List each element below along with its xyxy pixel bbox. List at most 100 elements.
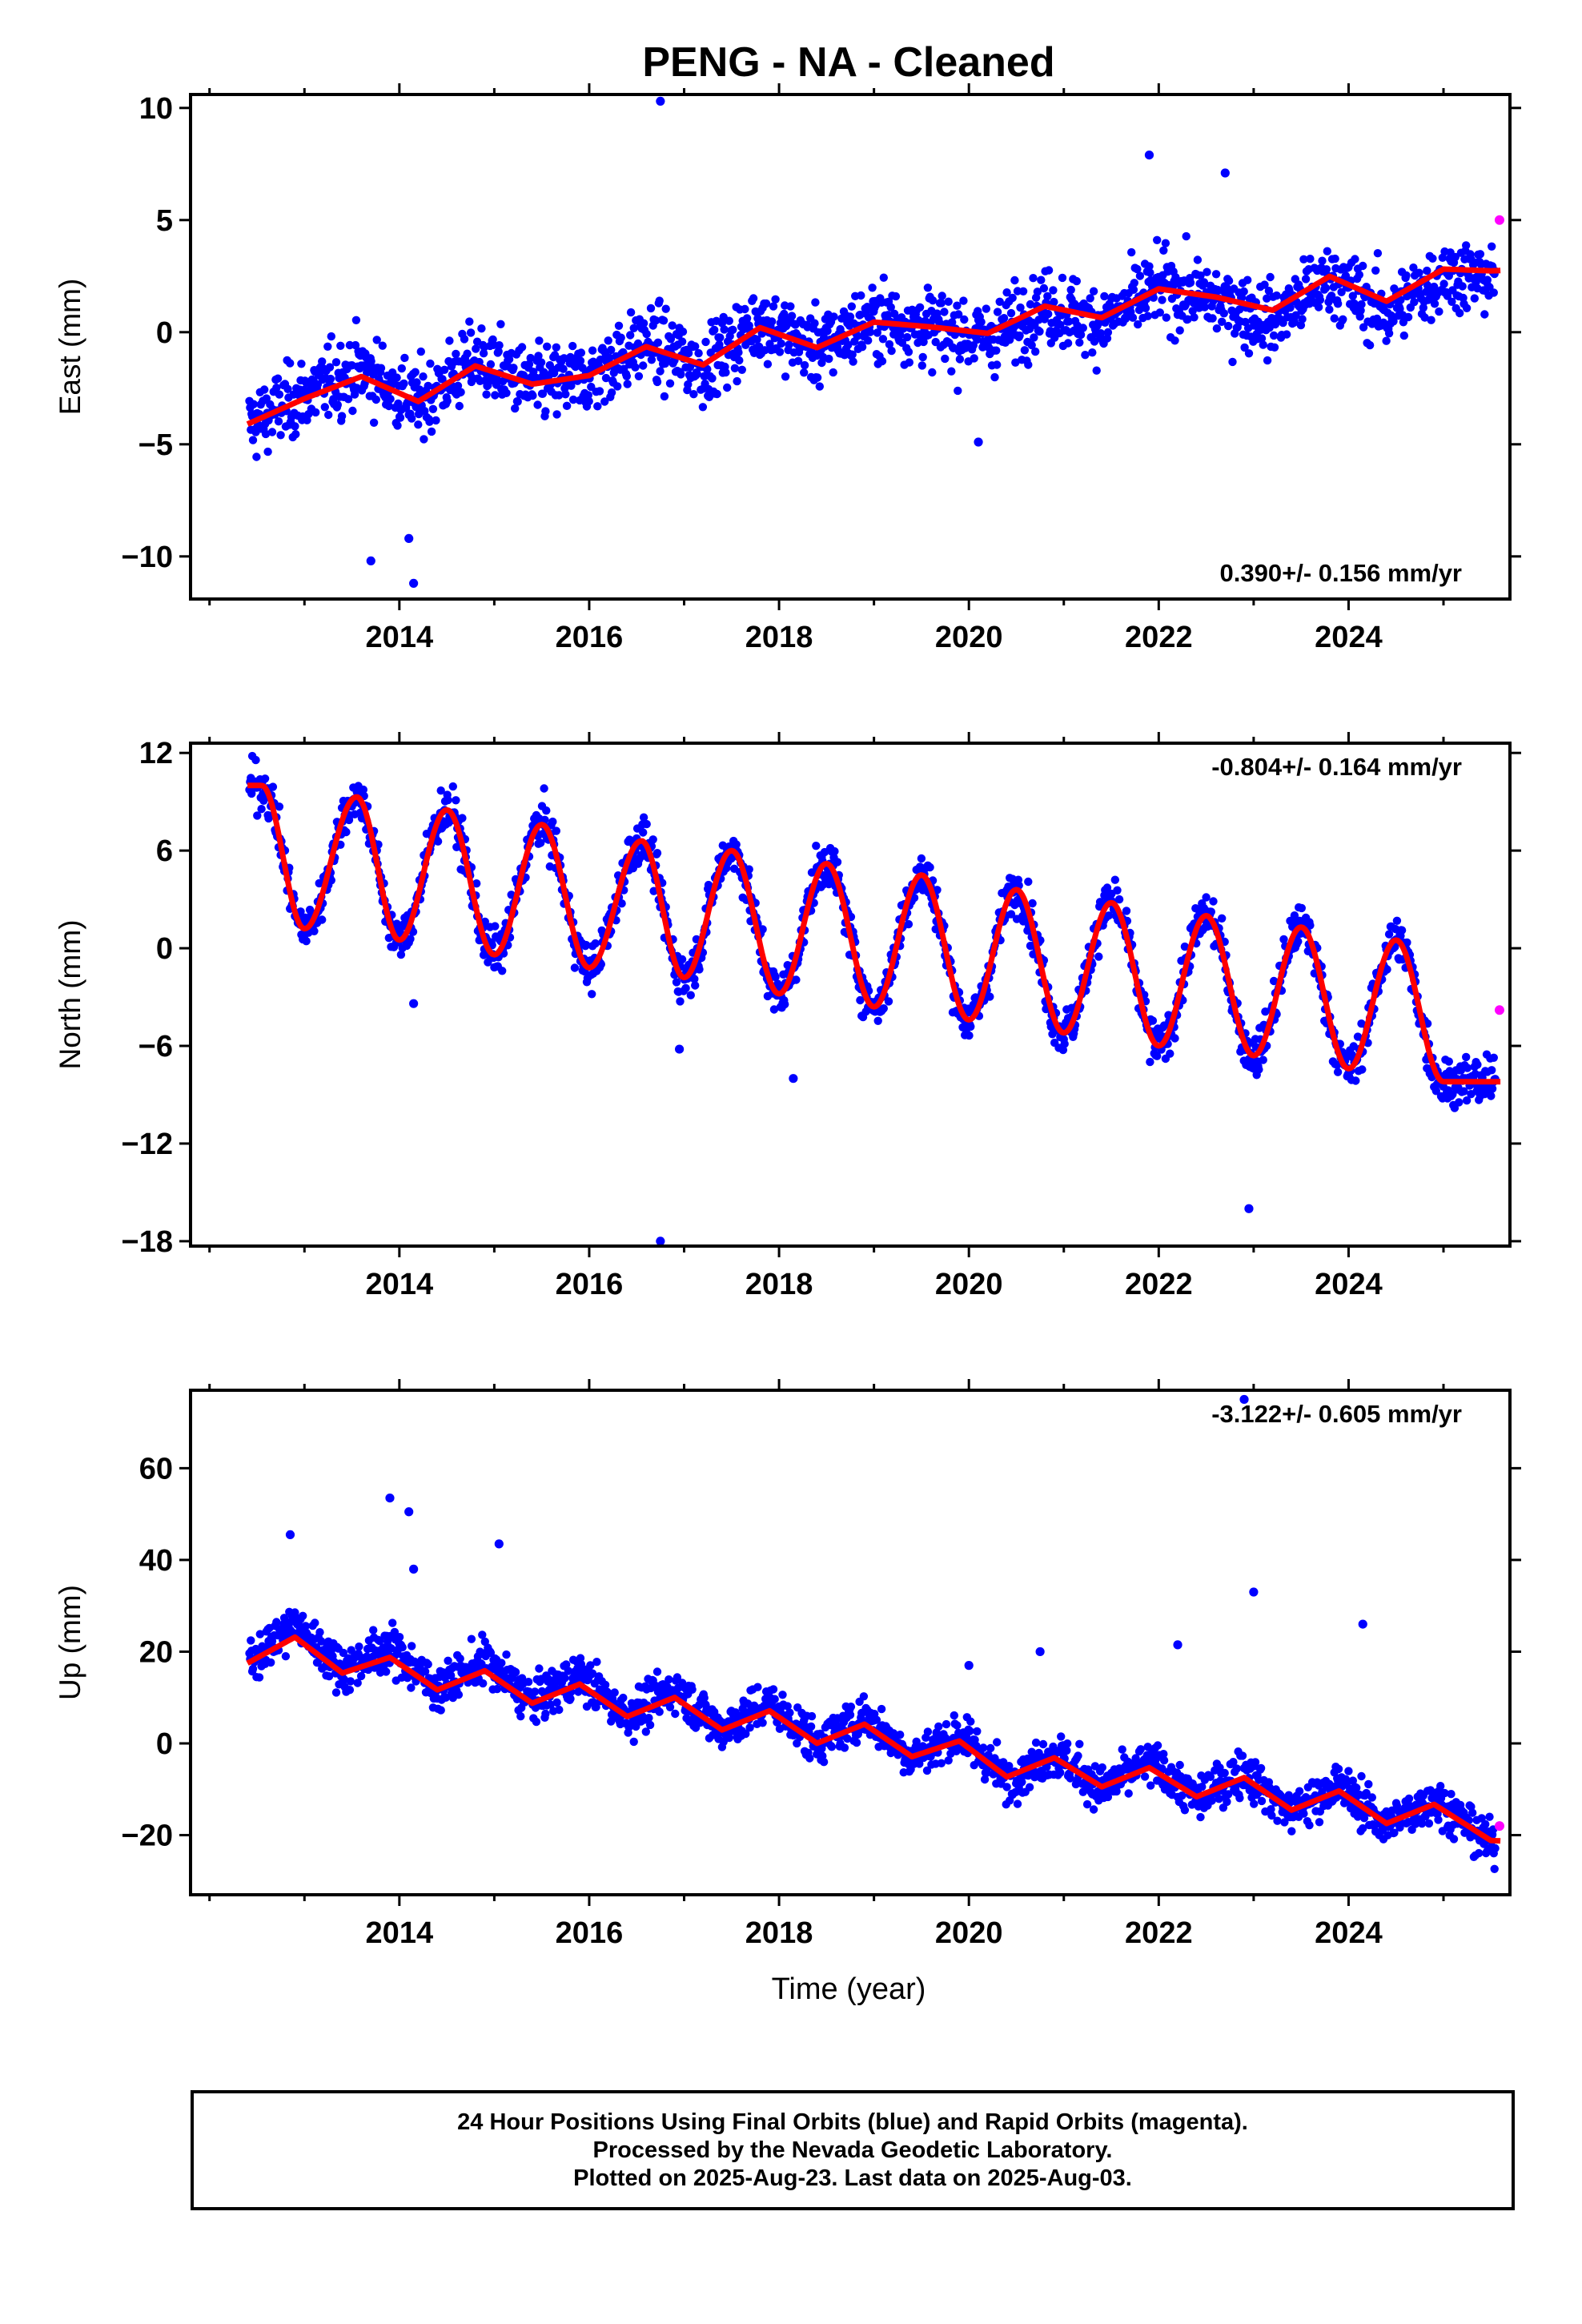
east-data-point [1129,285,1138,294]
north-data-point [247,789,256,798]
up-data-point [395,1633,404,1642]
east-data-point [1330,314,1339,323]
east-data-point [494,347,503,356]
north-data-point [676,997,685,1006]
east-data-point [605,353,614,362]
up-data-point [267,1658,275,1667]
east-data-point [1243,275,1252,284]
east-data-point [995,297,1004,306]
east-data-point [513,397,522,406]
east-data-point [408,414,416,423]
east-data-point [552,343,560,352]
north-data-point [648,835,657,844]
north-data-point [652,849,662,858]
north-data-point [1153,1051,1162,1060]
east-data-point [411,368,420,376]
east-data-point [248,436,258,444]
east-data-point [1029,274,1038,283]
up-data-point [1098,1763,1107,1772]
north-data-point [1122,907,1131,915]
east-data-point [482,390,491,399]
east-data-point [931,337,940,347]
north-data-point [677,955,687,964]
east-data-point [1224,276,1234,285]
east-data-point [639,361,648,370]
east-data-point [1081,351,1090,360]
north-data-point [1294,937,1303,946]
east-data-point [1193,255,1203,264]
up-data-point [248,1664,258,1674]
east-data-point [369,418,379,427]
north-data-point [570,963,580,972]
east-data-point [813,373,822,382]
east-data-point [543,342,552,351]
east-data-point [1359,261,1367,271]
east-data-point [420,435,428,444]
up-data-point [1159,1750,1168,1759]
east-data-point [1409,263,1418,272]
east-data-point [297,360,306,368]
east-data-point [1145,262,1154,271]
north-data-point [1060,1039,1069,1048]
up-data-point [827,1743,837,1751]
east-data-point [1155,308,1165,317]
east-data-point [1223,283,1231,292]
up-data-point [644,1714,653,1723]
east-x-tick-label: 2022 [1125,621,1193,654]
east-data-point [659,316,669,325]
east-outlier-point [974,437,983,447]
east-data-point [318,357,327,366]
up-data-point [655,1707,664,1716]
east-data-point [990,372,999,382]
east-data-point [1462,304,1472,312]
north-data-point [1444,1057,1454,1066]
north-data-point [268,782,278,791]
north-data-point [1488,1066,1496,1075]
east-data-point [1037,275,1046,284]
east-data-point [622,372,631,380]
east-data-point [517,343,527,352]
east-data-point [1260,280,1269,289]
east-data-point [616,333,625,342]
north-data-point [1269,976,1279,986]
east-data-point [847,302,857,311]
north-data-point [695,965,704,974]
north-data-point [1473,1060,1482,1069]
east-data-point [311,408,320,417]
east-data-point [1159,246,1168,255]
east-data-point [677,370,685,379]
up-data-point [840,1743,849,1752]
north-data-point [884,997,893,1006]
east-data-point [1010,275,1019,285]
east-data-point [729,325,737,334]
east-data-point [491,391,500,400]
east-data-point [1272,291,1281,300]
east-data-point [1027,340,1036,350]
east-data-point [629,324,638,332]
east-data-point [1135,271,1145,280]
east-data-point [477,324,486,333]
east-data-point [325,363,335,372]
east-data-point [283,384,292,393]
east-data-point [275,390,284,399]
north-data-point [1431,1087,1441,1096]
east-data-point [1325,305,1334,314]
up-data-point [741,1729,750,1739]
east-data-point [885,340,894,349]
up-data-point [912,1737,921,1746]
east-data-point [1333,300,1343,308]
east-data-point [414,420,423,429]
east-data-point [623,380,632,388]
north-data-point [498,967,507,975]
east-data-point [432,416,440,425]
north-data-point [1170,1034,1179,1043]
east-data-point [849,357,857,366]
east-data-point [400,353,409,363]
east-data-point [1331,254,1339,263]
up-data-point [896,1731,905,1739]
east-data-point [1399,331,1409,340]
east-data-point [1323,247,1332,255]
east-data-point [793,356,803,365]
east-data-point [844,340,853,349]
